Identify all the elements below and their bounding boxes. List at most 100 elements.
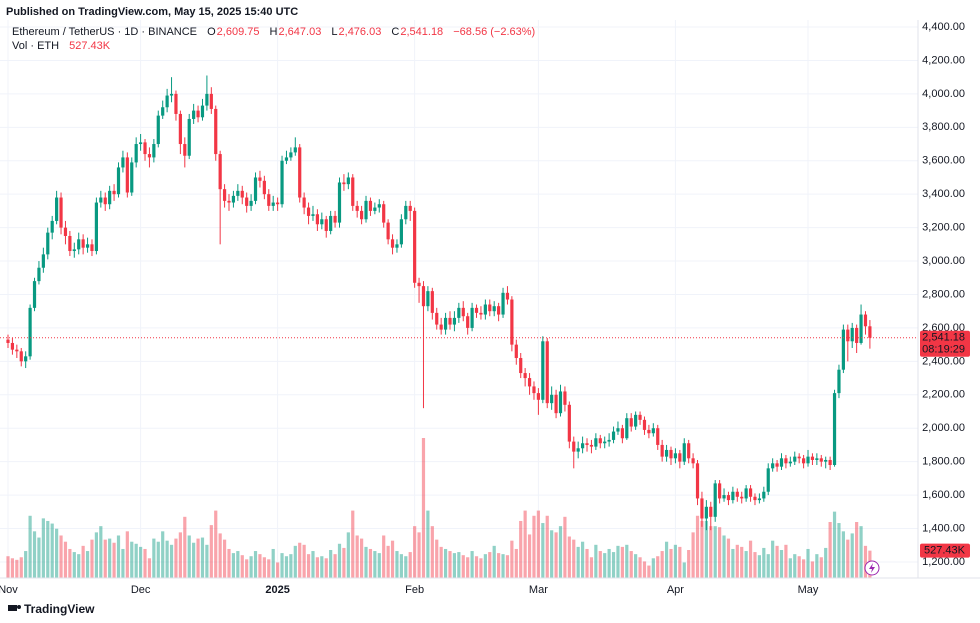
body (505, 292, 510, 300)
body (797, 456, 801, 459)
body (669, 449, 673, 459)
volume-bar (32, 531, 37, 578)
body (868, 326, 872, 338)
body (196, 110, 200, 118)
body (452, 317, 457, 325)
x-tick-label: Mar (529, 584, 548, 596)
volume-bar (470, 551, 474, 578)
body (125, 157, 129, 193)
body (289, 152, 293, 158)
volume-bar (682, 562, 686, 578)
volume-bar (249, 556, 253, 578)
body (421, 286, 426, 307)
body (479, 312, 483, 315)
body (567, 404, 571, 442)
body (143, 142, 147, 155)
body (90, 244, 94, 252)
body (625, 418, 629, 439)
body (6, 339, 10, 343)
volume-bar (625, 544, 629, 578)
volume-bar (611, 552, 616, 578)
published: Published on TradingView.com, May 15, 20… (6, 6, 298, 18)
body (200, 105, 205, 118)
volume-bar (404, 556, 408, 578)
body (488, 304, 492, 312)
body (258, 177, 262, 181)
volume-bar (497, 553, 501, 578)
volume-bar (527, 534, 532, 578)
body (828, 459, 832, 465)
body (72, 249, 76, 252)
icon (864, 560, 880, 576)
body (722, 495, 726, 499)
volume-bar (642, 561, 647, 578)
body (386, 222, 390, 240)
body (740, 496, 744, 499)
volume-bar (205, 544, 209, 578)
body (209, 93, 213, 109)
volume-bar (603, 553, 607, 578)
volume-bar (10, 558, 15, 578)
volume-bar (200, 537, 205, 578)
body (589, 444, 594, 447)
change: −68.56 (−2.63%) (453, 26, 536, 38)
body (616, 428, 620, 432)
volume-bar (395, 551, 399, 578)
volume-bar (669, 548, 673, 578)
body (810, 456, 815, 460)
volume-bar (68, 548, 72, 578)
body (837, 369, 841, 394)
body (236, 190, 240, 196)
body (284, 157, 289, 161)
volume-bar (523, 510, 527, 578)
volume-bar (594, 544, 598, 578)
volume-bar (253, 551, 258, 578)
volume-bar (797, 556, 801, 578)
y-tick-label: 2,200.00 (922, 389, 965, 401)
volume-bar (280, 553, 284, 578)
volume-bar (576, 546, 580, 578)
volume-bar (510, 540, 514, 578)
volume-bar (161, 531, 165, 578)
volume-bar (222, 539, 227, 578)
volume-bar (169, 544, 174, 578)
volume-bar (788, 558, 792, 578)
body (545, 341, 549, 404)
body (306, 207, 311, 216)
body (660, 444, 664, 457)
volume-bar (24, 551, 28, 578)
price-tag-label: 2,541.18 (922, 332, 965, 344)
body (682, 443, 686, 462)
volume-bar (448, 551, 452, 578)
body (748, 488, 753, 497)
volume-pane (6, 438, 872, 578)
volume-bar (382, 535, 386, 578)
body (757, 498, 761, 501)
body (108, 190, 112, 205)
body (859, 314, 863, 343)
body (346, 177, 350, 185)
value: 2,647.03 (278, 26, 322, 38)
volume-bar (461, 555, 465, 578)
body (766, 468, 770, 492)
volume-bar (550, 530, 554, 578)
body (651, 428, 655, 434)
body (744, 488, 748, 499)
volume-bar (37, 537, 41, 578)
volume-bar (19, 557, 23, 578)
y-tick-label: 2,000.00 (922, 422, 965, 434)
body (10, 342, 15, 350)
body (700, 498, 704, 519)
volume-bar (479, 558, 483, 578)
value: 2,541.18 (400, 26, 444, 38)
volume-bar (629, 551, 633, 578)
x-tick-label: Feb (405, 584, 424, 596)
body (404, 205, 408, 220)
volume-bar (647, 565, 651, 578)
body (156, 115, 160, 145)
symbol: Ethereum / TetherUS · 1D · BINANCE (12, 26, 198, 38)
body (364, 200, 368, 220)
body (85, 244, 90, 248)
volume-bar (784, 544, 788, 578)
volume-bar (426, 510, 430, 578)
